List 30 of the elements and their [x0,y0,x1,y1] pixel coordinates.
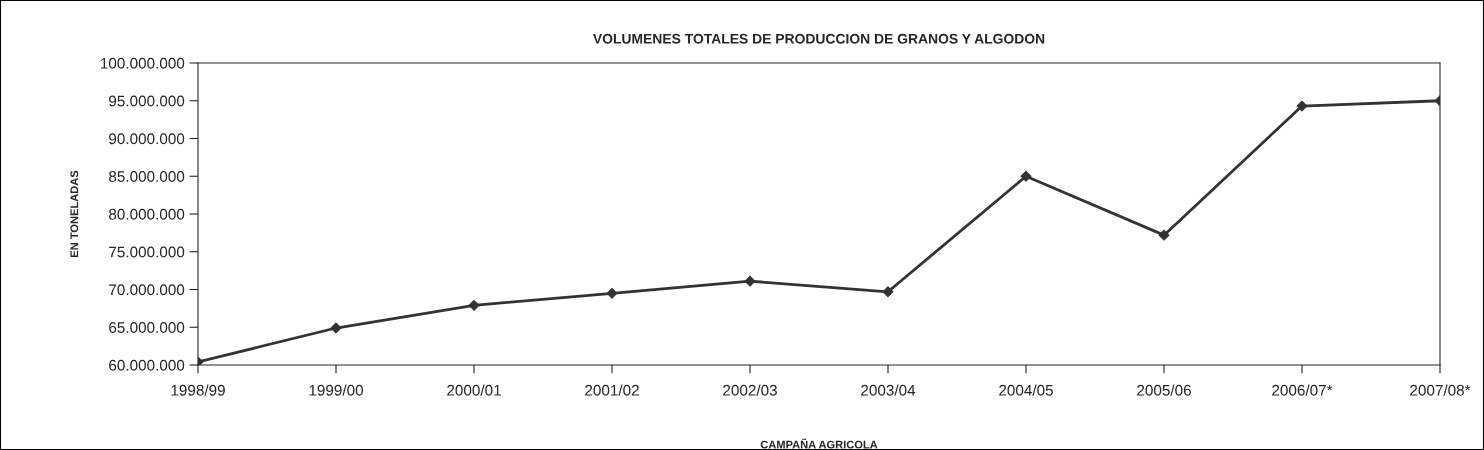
point [1020,170,1032,182]
point [744,275,756,287]
x-tick-label: 1998/99 [171,384,225,396]
x-tick-label: 2007/08* [1410,384,1471,396]
point [330,322,342,334]
y-tick-label: 85.000.000 [109,171,185,182]
y-tick-label: 90.000.000 [109,133,185,145]
y-tick-label: 65.000.000 [109,322,185,333]
y-tick-label: 75.000.000 [109,246,185,258]
y-tick-label: 70.000.000 [109,284,185,296]
y-tick-label: 80.000.000 [109,208,185,220]
x-tick-label: 2002/03 [723,384,777,396]
point [1296,100,1308,112]
x-tick-label: 2005/06 [1137,384,1191,396]
y-tick-label: 95.000.000 [109,95,185,107]
x-tick-label: 2003/04 [861,384,916,396]
point [468,299,480,311]
y-tick-label: 60.000.000 [109,359,185,371]
point [882,286,894,298]
x-tick-label: 2004/05 [999,384,1053,396]
x-tick-label: 2006/07* [1272,384,1333,396]
chart-title: VOLUMENES TOTALES DE PRODUCCION DE GRANOS Y ALGODON [592,33,1045,44]
point [1158,229,1170,241]
point [606,287,618,299]
x-axis-title: CAMPAÑA AGRICOLA [760,438,878,449]
x-tick-label: 2000/01 [447,384,501,396]
y-tick-label: 100.000.000 [101,57,185,69]
y-axis-title: EN TONELADAS [70,170,79,257]
x-tick-label: 1999/00 [309,384,364,396]
x-tick-label: 2001/02 [585,384,639,396]
